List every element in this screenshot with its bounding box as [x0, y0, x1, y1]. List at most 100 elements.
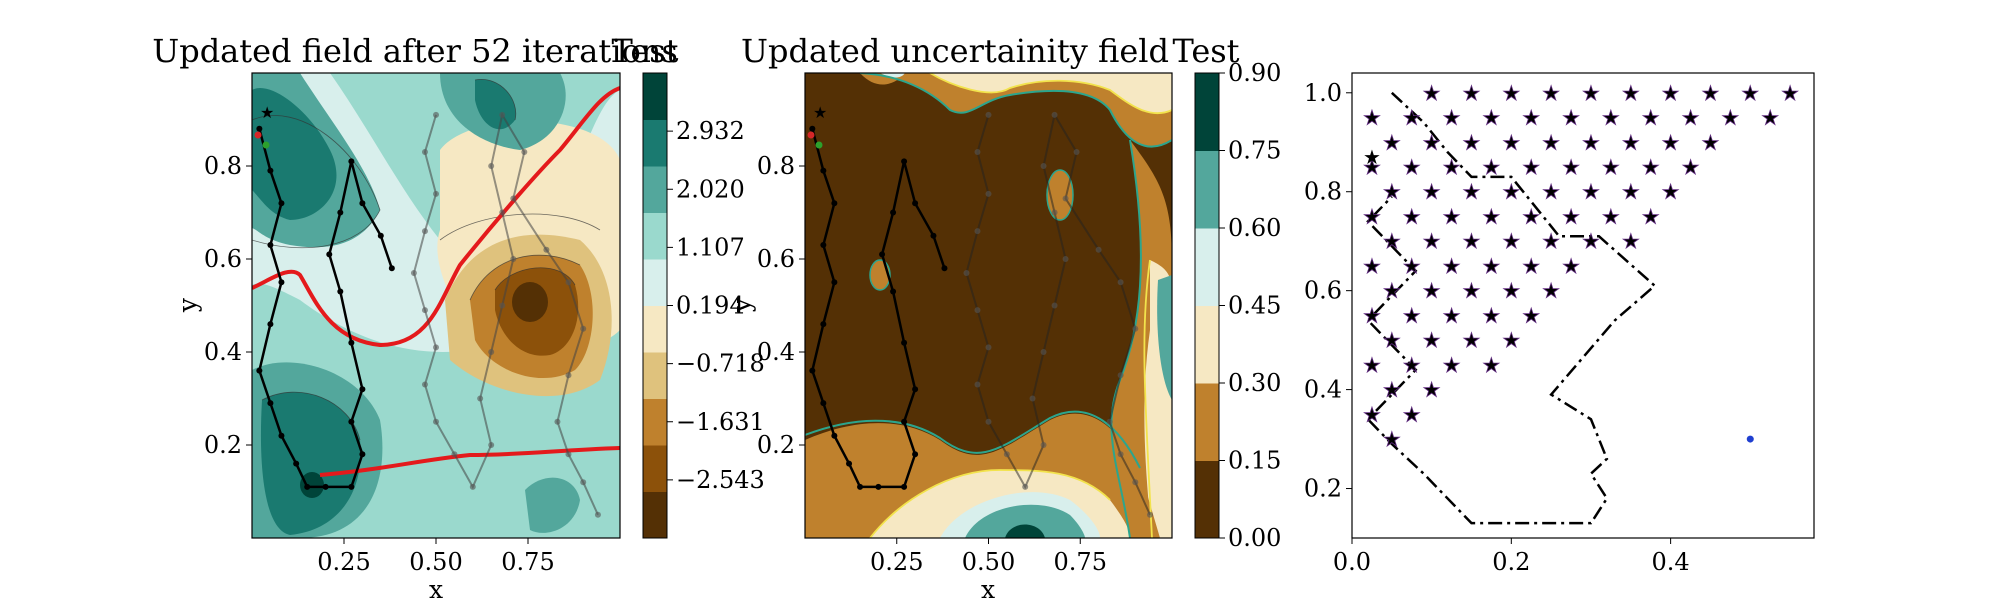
candidate-star: ★	[1682, 155, 1700, 179]
waypoint-dot	[359, 386, 366, 393]
candidate-star: ★	[1662, 81, 1680, 105]
waypoint-dot	[510, 256, 517, 262]
x-tick-label: 0.75	[1054, 548, 1107, 576]
candidate-star: ★	[1423, 328, 1441, 352]
candidate-star: ★	[1542, 229, 1560, 253]
candidate-star: ★	[1482, 155, 1500, 179]
candidate-star: ★	[1443, 106, 1461, 130]
candidate-star: ★	[1363, 106, 1381, 130]
waypoint-dot	[580, 479, 587, 486]
waypoint-dot	[451, 451, 458, 458]
candidate-star: ★	[1423, 130, 1441, 154]
colorbar-tick-label: −1.631	[676, 408, 765, 436]
candidate-star: ★	[1522, 155, 1540, 179]
colorbar-band	[643, 491, 667, 539]
field-y-label: y	[173, 297, 202, 313]
waypoint-dot	[901, 339, 908, 346]
colorbar-band	[643, 212, 667, 260]
candidate-star: ★	[1383, 180, 1401, 204]
candidate-star: ★	[1403, 204, 1421, 228]
waypoint-dot	[1051, 111, 1058, 118]
waypoint-dot	[377, 232, 384, 239]
start-marker	[815, 141, 823, 149]
candidate-star: ★	[1423, 229, 1441, 253]
field-ticks: 0.25 0.50 0.75 0.2 0.4 0.6 0.8	[204, 152, 555, 576]
waypoint-dot	[1022, 483, 1029, 490]
candidate-star: ★	[1383, 229, 1401, 253]
candidate-star: ★	[1701, 81, 1719, 105]
candidate-star: ★	[1403, 254, 1421, 278]
waypoint-dot	[1117, 451, 1124, 458]
candidate-star: ★	[1383, 328, 1401, 352]
waypoint-axes-frame	[1351, 72, 1815, 539]
candidate-star: ★	[1482, 353, 1500, 377]
waypoint-dot	[1117, 279, 1124, 286]
candidate-star: ★	[1602, 155, 1620, 179]
y-tick-label: 1.0	[1304, 79, 1342, 107]
waypoint-dot	[543, 246, 550, 253]
waypoint-dot	[820, 242, 827, 249]
candidate-star: ★	[1781, 81, 1799, 105]
waypoint-dot	[488, 349, 495, 355]
colorbar-band	[643, 119, 667, 167]
waypoint-dot	[901, 418, 908, 425]
waypoint-dot	[565, 451, 572, 458]
candidate-star: ★	[1562, 106, 1580, 130]
start-marker	[262, 141, 270, 149]
colorbar-band	[1195, 73, 1219, 151]
candidate-star: ★	[1542, 130, 1560, 154]
colorbar-band	[643, 398, 667, 446]
candidate-star: ★	[1642, 155, 1660, 179]
field-colorbar-title: Test	[611, 32, 678, 70]
waypoint-dot	[846, 460, 853, 467]
waypoint-dot	[1106, 418, 1113, 425]
candidate-star: ★	[1721, 106, 1739, 130]
waypoint-dot	[1073, 149, 1080, 156]
waypoint-dot	[348, 158, 355, 165]
waypoint-dot	[267, 242, 274, 249]
waypoint-dot	[890, 209, 897, 216]
waypoint-dot	[278, 279, 285, 286]
uncertainty-panel: ★ Updated uncertainity field x y 0.25 0.5…	[727, 32, 1281, 600]
colorbar-band	[643, 73, 667, 120]
colorbar-tick-label: 0.194	[676, 292, 745, 320]
x-tick-label: 0.50	[409, 548, 462, 576]
waypoint-dot	[831, 432, 838, 439]
candidate-star: ★	[1403, 155, 1421, 179]
candidate-star: ★	[1403, 303, 1421, 327]
colorbar-band	[643, 352, 667, 399]
candidate-star: ★	[1463, 180, 1481, 204]
x-tick-label: 0.25	[870, 548, 923, 576]
waypoint-dot	[985, 111, 992, 118]
waypoint-dot	[278, 432, 285, 439]
uncertainty-x-label: x	[981, 575, 995, 600]
waypoint-dot	[890, 288, 897, 295]
candidate-star: ★	[1562, 254, 1580, 278]
current-star: ★	[1363, 145, 1381, 169]
candidate-star: ★	[1682, 106, 1700, 130]
waypoint-dot	[941, 265, 948, 272]
candidate-star: ★	[1423, 81, 1441, 105]
y-tick-label: 0.4	[1304, 376, 1342, 404]
waypoint-dot	[820, 400, 827, 407]
uncertainty-y-label: y	[727, 297, 756, 313]
waypoint-dot	[348, 339, 355, 346]
colorbar-band	[643, 305, 667, 353]
start-star: ★	[813, 103, 827, 122]
colorbar-tick-label: 0.00	[1228, 524, 1281, 552]
waypoint-dot	[974, 307, 981, 314]
candidate-star: ★	[1463, 130, 1481, 154]
uncertainty-ticks: 0.25 0.50 0.75 0.2 0.4 0.6 0.8	[757, 152, 1107, 576]
candidate-star: ★	[1542, 279, 1560, 303]
x-tick-label: 0.2	[1492, 548, 1530, 576]
colorbar-tick-label: −0.718	[676, 350, 765, 378]
waypoint-dot	[293, 460, 300, 467]
waypoint-dot	[322, 483, 329, 490]
waypoint-dot	[912, 386, 919, 393]
waypoint-dot	[1040, 163, 1047, 169]
waypoint-dot	[901, 158, 908, 165]
waypoint-dot	[469, 483, 476, 490]
waypoint-dot	[974, 149, 981, 156]
waypoint-dot	[337, 209, 344, 216]
y-tick-label: 0.2	[757, 431, 795, 459]
